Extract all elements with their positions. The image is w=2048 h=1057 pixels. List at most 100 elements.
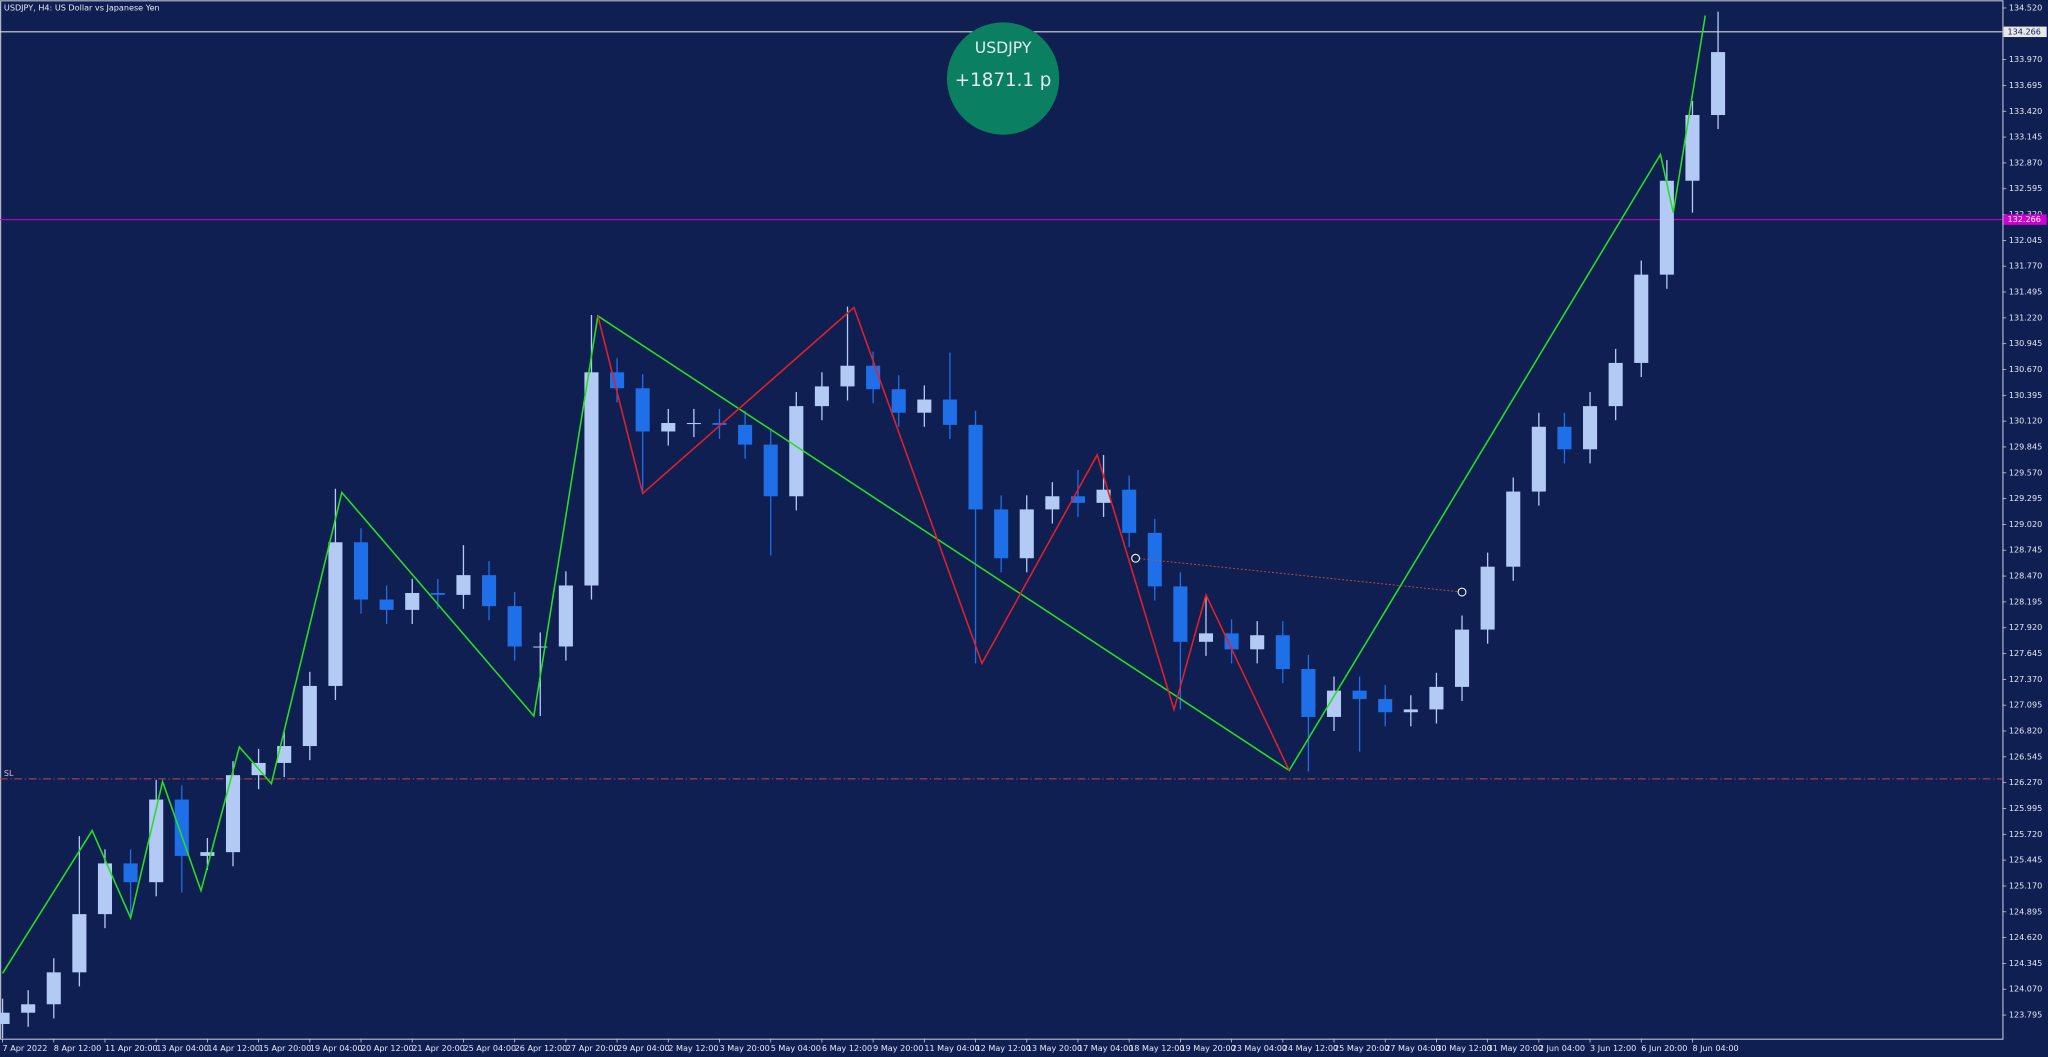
- candle-body: [1403, 709, 1418, 713]
- y-tick-label: 125.995: [2009, 803, 2042, 813]
- x-tick-label: 23 May 04:00: [1232, 1043, 1287, 1053]
- y-tick-label: 131.495: [2009, 287, 2042, 297]
- candle-body: [1070, 496, 1085, 503]
- candle-body: [1122, 489, 1137, 533]
- y-tick-label: 124.895: [2009, 906, 2042, 916]
- candle-body: [891, 389, 906, 413]
- candle-body: [1454, 629, 1470, 687]
- y-tick-label: 128.195: [2009, 596, 2042, 606]
- candle-body: [1301, 669, 1316, 717]
- y-tick-label: 126.270: [2009, 777, 2042, 787]
- y-tick-label: 132.870: [2009, 157, 2042, 167]
- candle-body: [1608, 362, 1623, 407]
- x-tick-label: 24 May 12:00: [1283, 1043, 1338, 1053]
- y-tick-label: 128.470: [2009, 571, 2042, 581]
- candle-body: [149, 799, 164, 883]
- x-tick-label: 13 Apr 04:00: [156, 1043, 209, 1053]
- x-tick-label: 29 Apr 04:00: [617, 1043, 670, 1053]
- candle-body: [558, 585, 573, 647]
- y-tick-label: 126.545: [2009, 751, 2042, 761]
- candle-body: [1275, 635, 1290, 670]
- candle-body: [840, 365, 855, 387]
- badge-symbol: USDJPY: [975, 38, 1032, 57]
- alert-label-box: [2003, 214, 2047, 225]
- x-tick-label: 20 Apr 12:00: [361, 1043, 414, 1053]
- x-tick-label: 27 Apr 20:00: [566, 1043, 619, 1053]
- candle-body: [1198, 633, 1214, 642]
- candle-body: [1583, 406, 1598, 450]
- candle-body: [1250, 635, 1265, 650]
- candle-body: [1147, 532, 1162, 587]
- stop-loss-label: SL: [4, 768, 14, 778]
- candle-body: [1659, 180, 1674, 275]
- candle-body: [1506, 491, 1521, 567]
- candle-body: [1480, 566, 1495, 630]
- plot-frame: [0, 0, 2004, 1040]
- y-tick-label: 131.220: [2009, 312, 2042, 322]
- candle-body: [353, 542, 369, 600]
- x-tick-label: 27 May 04:00: [1385, 1043, 1440, 1053]
- y-tick-label: 132.045: [2009, 235, 2042, 245]
- x-tick-label: 26 Apr 12:00: [515, 1043, 568, 1053]
- x-tick-label: 25 Apr 04:00: [463, 1043, 516, 1053]
- candle-body: [1685, 115, 1700, 181]
- candle-body: [200, 852, 215, 856]
- candle-body: [1378, 699, 1393, 713]
- candle-body: [1224, 633, 1239, 650]
- candle-body: [763, 444, 778, 497]
- x-tick-label: 11 May 04:00: [924, 1043, 979, 1053]
- y-tick-label: 127.370: [2009, 674, 2042, 684]
- trade-marker: [1457, 587, 1467, 597]
- candle-body: [738, 424, 753, 445]
- candle-body: [942, 399, 957, 425]
- x-tick-label: 18 May 12:00: [1129, 1043, 1184, 1053]
- x-tick-label: 31 May 20:00: [1488, 1043, 1543, 1053]
- candle-body: [1326, 690, 1342, 717]
- x-tick-label: 9 May 20:00: [873, 1043, 923, 1053]
- candle-body: [866, 365, 881, 390]
- y-tick-label: 128.745: [2009, 545, 2042, 555]
- x-tick-label: 12 May 12:00: [976, 1043, 1031, 1053]
- y-tick-label: 125.170: [2009, 880, 2042, 890]
- candle-body: [0, 1012, 10, 1024]
- x-tick-label: 13 May 20:00: [1027, 1043, 1082, 1053]
- candle-body: [584, 372, 599, 586]
- candle-body: [635, 388, 650, 432]
- x-tick-label: 19 Apr 04:00: [310, 1043, 363, 1053]
- zigzag-line: [597, 306, 1290, 771]
- x-tick-label: 6 Jun 20:00: [1641, 1043, 1687, 1053]
- candle-body: [1352, 690, 1367, 700]
- candle-body: [72, 914, 87, 973]
- y-tick-label: 125.720: [2009, 829, 2042, 839]
- y-tick-label: 127.095: [2009, 700, 2042, 710]
- y-tick-label: 127.920: [2009, 622, 2042, 632]
- y-tick-label: 133.420: [2009, 106, 2042, 116]
- x-tick-label: 11 Apr 20:00: [105, 1043, 158, 1053]
- candle-body: [174, 799, 189, 856]
- y-tick-label: 132.320: [2009, 209, 2042, 219]
- profit-badge: [946, 22, 1060, 135]
- candle-body: [379, 599, 394, 610]
- zigzag-line: [1, 15, 1707, 974]
- candle-body: [430, 592, 445, 595]
- x-tick-label: 14 Apr 12:00: [207, 1043, 260, 1053]
- candle-body: [456, 575, 471, 595]
- candle-body: [1634, 274, 1649, 363]
- candle-body: [507, 606, 522, 647]
- y-tick-label: 130.945: [2009, 338, 2042, 348]
- candle-body: [686, 423, 701, 425]
- candle-body: [1173, 586, 1188, 642]
- candle-body: [302, 685, 317, 747]
- candle-body: [277, 746, 292, 763]
- candle-body: [21, 1004, 36, 1013]
- candle-body: [661, 423, 676, 432]
- candle-body: [712, 423, 727, 425]
- y-tick-label: 124.345: [2009, 958, 2042, 968]
- y-tick-label: 133.970: [2009, 54, 2042, 64]
- alert-label: 132.266: [2008, 214, 2041, 224]
- x-tick-label: 15 Apr 20:00: [259, 1043, 312, 1053]
- y-tick-label: 126.820: [2009, 726, 2042, 736]
- current-price-label: 134.266: [2008, 26, 2041, 36]
- candle-body: [328, 542, 343, 686]
